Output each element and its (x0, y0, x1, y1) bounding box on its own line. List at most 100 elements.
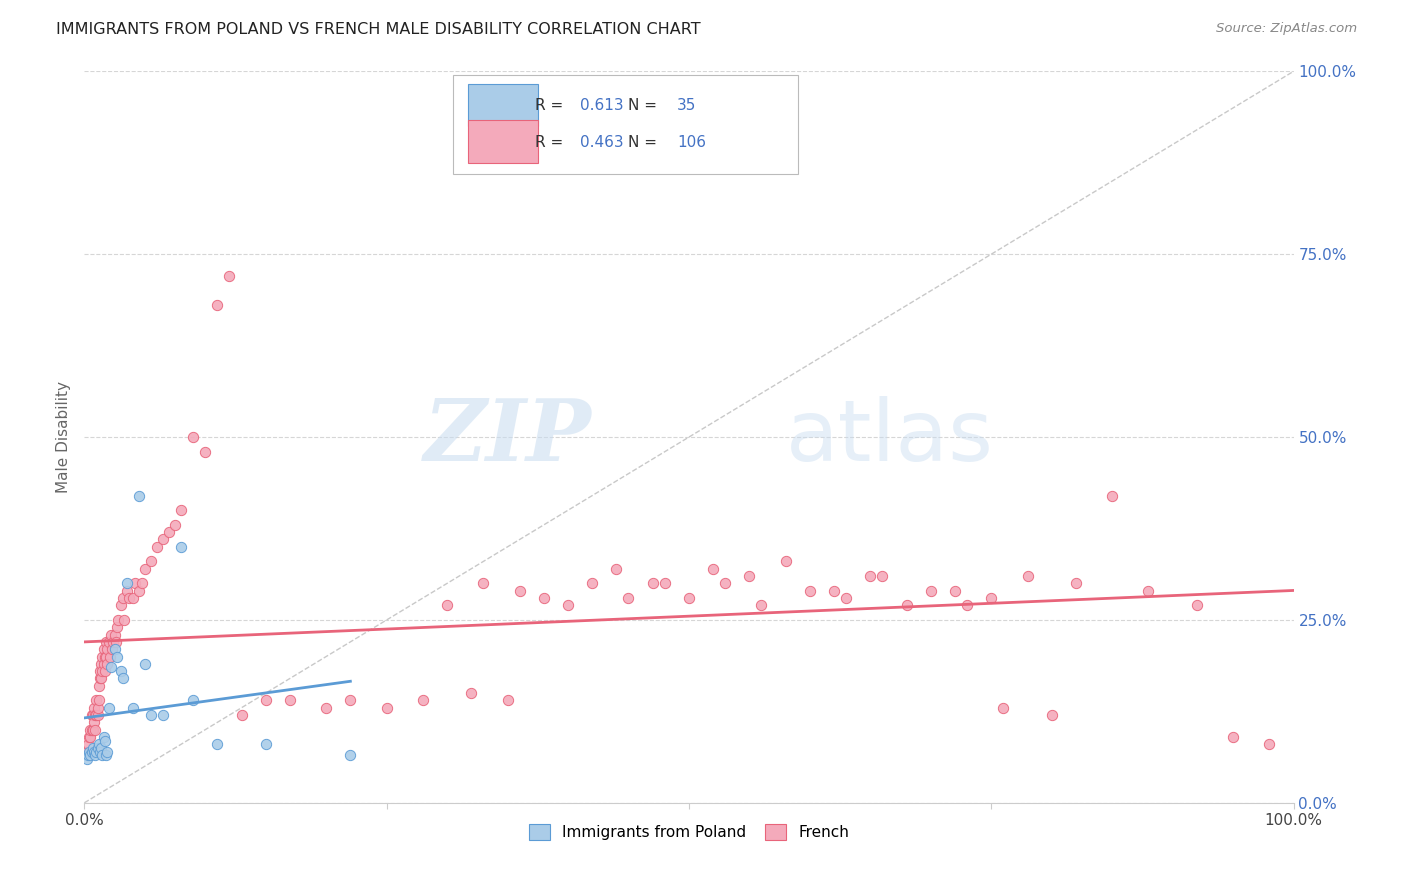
Point (90, 657, 112, 671)
Point (83, 715, 105, 730)
Point (90, 672, 112, 686)
Point (86, 708, 108, 723)
Point (79, 730, 101, 744)
Point (1137, 583, 1160, 598)
Point (80, 745, 103, 759)
Point (110, 664, 132, 678)
Point (956, 599, 979, 613)
Point (121, 591, 143, 605)
Point (131, 576, 153, 591)
Point (80, 723, 103, 737)
Point (170, 503, 193, 517)
Point (112, 672, 135, 686)
Point (96, 642, 118, 657)
Point (80, 708, 103, 723)
Point (84, 748, 107, 763)
Point (1258, 737, 1281, 751)
Point (94, 664, 117, 678)
Point (896, 599, 918, 613)
Point (124, 576, 146, 591)
Point (654, 576, 676, 591)
Point (375, 700, 398, 714)
Point (231, 708, 253, 723)
Point (157, 525, 180, 540)
Point (702, 562, 724, 576)
Point (775, 554, 797, 568)
Point (980, 591, 1002, 605)
Point (1064, 576, 1087, 591)
Point (436, 599, 458, 613)
Point (79, 748, 101, 763)
Text: N =: N = (628, 135, 662, 150)
Point (86, 693, 108, 707)
Point (472, 576, 495, 591)
Point (678, 591, 700, 605)
Point (134, 562, 156, 576)
Point (751, 599, 773, 613)
Point (93, 730, 115, 744)
Point (91, 649, 114, 664)
Point (152, 533, 174, 547)
Point (98, 649, 121, 664)
Point (496, 693, 519, 707)
Point (315, 700, 337, 714)
Point (139, 554, 162, 568)
FancyBboxPatch shape (468, 120, 538, 163)
Point (823, 583, 845, 598)
Point (97, 635, 120, 649)
Point (93, 657, 115, 671)
Point (97, 700, 120, 714)
Point (460, 686, 482, 700)
Point (115, 576, 138, 591)
Text: 0.613: 0.613 (581, 98, 624, 113)
Point (100, 660, 122, 674)
Point (207, 298, 229, 312)
Point (139, 708, 162, 723)
Point (104, 627, 127, 641)
Text: 0.463: 0.463 (581, 135, 624, 150)
Point (87, 693, 110, 707)
Point (339, 693, 361, 707)
Text: 35: 35 (676, 98, 696, 113)
Point (110, 599, 132, 613)
Point (86, 740, 108, 755)
Y-axis label: Male Disability: Male Disability (56, 381, 72, 493)
Point (94, 649, 117, 664)
Point (76, 745, 98, 759)
Point (79, 723, 101, 737)
Point (218, 269, 240, 284)
Point (254, 737, 277, 751)
Point (84, 723, 107, 737)
Point (799, 583, 821, 598)
Point (641, 576, 664, 591)
Point (943, 583, 966, 598)
Legend: Immigrants from Poland, French: Immigrants from Poland, French (523, 818, 855, 847)
Point (278, 693, 301, 707)
Point (91, 748, 114, 763)
Point (1222, 730, 1244, 744)
Point (91, 664, 114, 678)
Point (1185, 599, 1208, 613)
Point (90, 740, 112, 755)
Point (100, 627, 122, 641)
Point (96, 745, 118, 759)
Point (207, 737, 229, 751)
Text: R =: R = (536, 98, 568, 113)
FancyBboxPatch shape (468, 84, 538, 126)
Text: Source: ZipAtlas.com: Source: ZipAtlas.com (1216, 22, 1357, 36)
Point (112, 613, 135, 627)
Point (714, 576, 737, 591)
Point (134, 657, 156, 671)
Point (89, 672, 111, 686)
Point (77, 737, 100, 751)
Point (121, 700, 143, 714)
Point (920, 583, 942, 598)
Point (605, 562, 627, 576)
Point (112, 591, 135, 605)
Point (93, 642, 115, 657)
Text: IMMIGRANTS FROM POLAND VS FRENCH MALE DISABILITY CORRELATION CHART: IMMIGRANTS FROM POLAND VS FRENCH MALE DI… (56, 22, 700, 37)
Point (94, 649, 117, 664)
Point (83, 700, 105, 714)
Point (87, 737, 110, 751)
Point (105, 649, 128, 664)
